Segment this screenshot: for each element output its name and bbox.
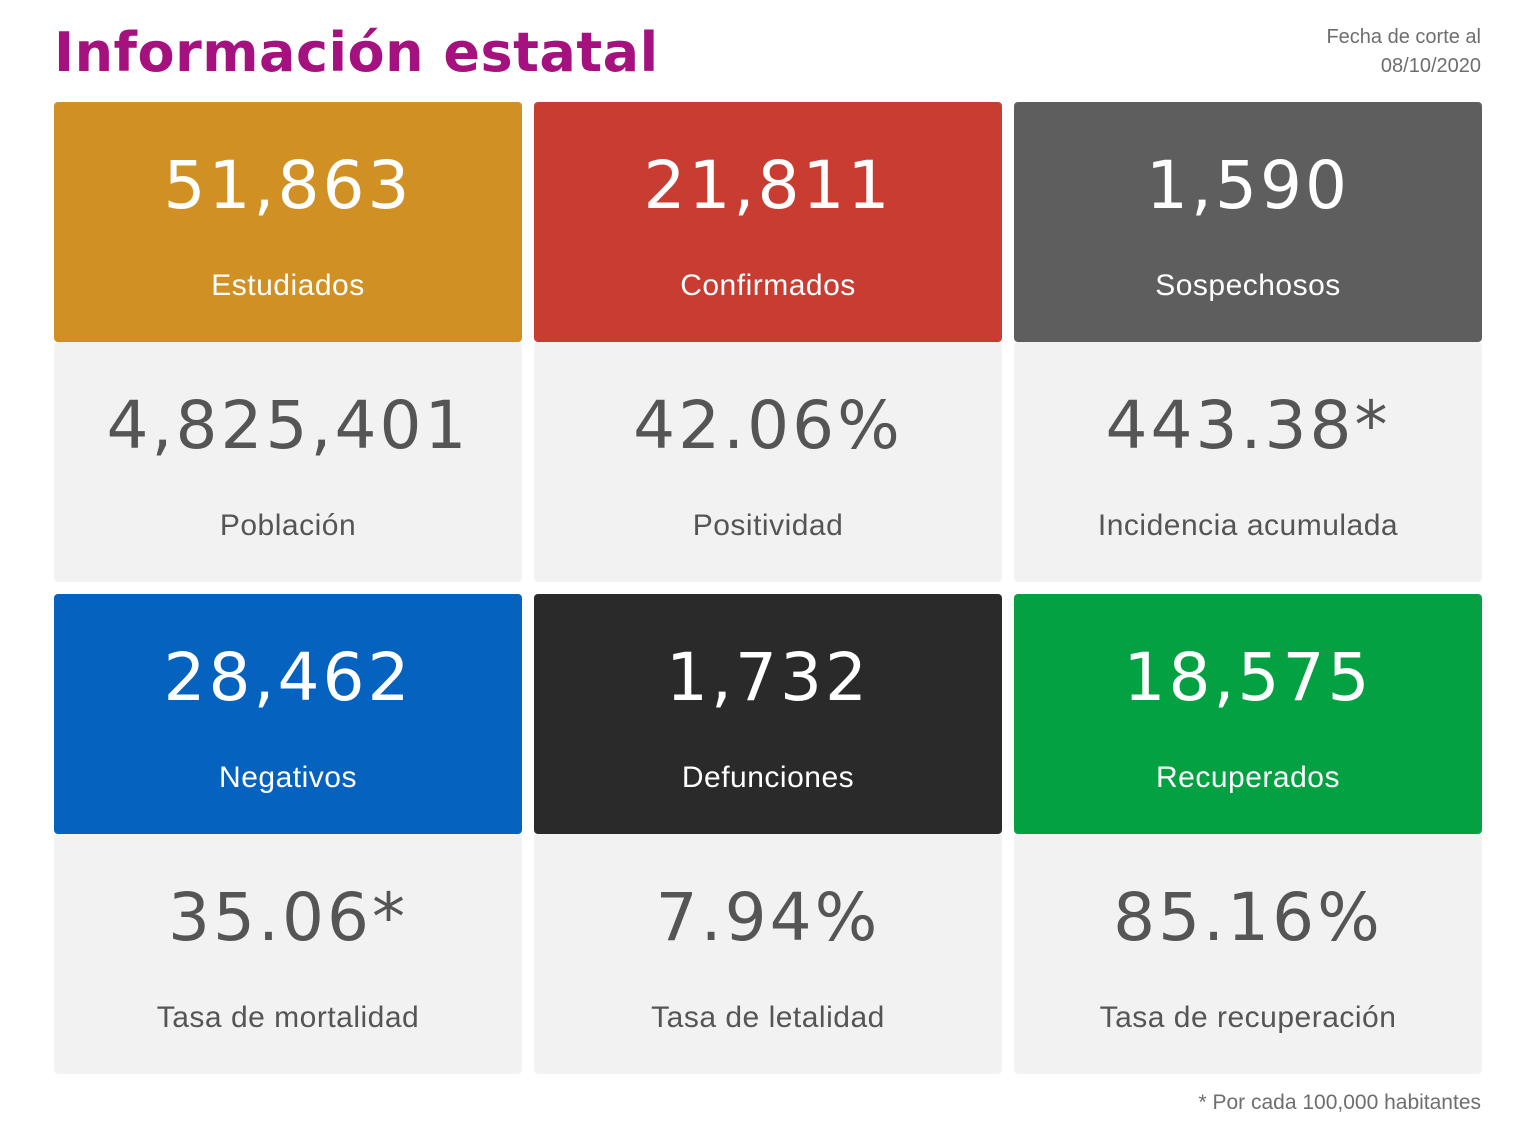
card-recuperacion: 85.16% Tasa de recuperación xyxy=(1014,834,1482,1074)
negativos-label: Negativos xyxy=(219,761,357,794)
recuperados-value: 18,575 xyxy=(1123,639,1373,716)
confirmados-label: Confirmados xyxy=(680,269,856,302)
letalidad-value: 7.94% xyxy=(655,879,881,956)
recuperacion-value: 85.16% xyxy=(1113,879,1383,956)
card-defunciones: 1,732 Defunciones xyxy=(534,594,1002,834)
poblacion-label: Población xyxy=(219,509,357,542)
cutoff-date-value: 08/10/2020 xyxy=(1380,55,1481,77)
defunciones-label: Defunciones xyxy=(681,761,855,794)
card-confirmados: 21,811 Confirmados xyxy=(534,102,1002,342)
card-negativos: 28,462 Negativos xyxy=(54,594,522,834)
letalidad-label: Tasa de letalidad xyxy=(651,1001,885,1034)
negativos-value: 28,462 xyxy=(163,639,413,716)
poblacion-value: 4,825,401 xyxy=(106,387,470,464)
card-recuperados: 18,575 Recuperados xyxy=(1014,594,1482,834)
footnote: * Por cada 100,000 habitantes xyxy=(1198,1091,1481,1114)
estudiados-label: Estudiados xyxy=(211,269,365,302)
defunciones-value: 1,732 xyxy=(666,639,870,716)
card-incidencia: 443.38* Incidencia acumulada xyxy=(1014,342,1482,582)
recuperacion-label: Tasa de recuperación xyxy=(1099,1001,1397,1034)
mortalidad-value: 35.06* xyxy=(168,879,408,956)
card-letalidad: 7.94% Tasa de letalidad xyxy=(534,834,1002,1074)
card-poblacion: 4,825,401 Población xyxy=(54,342,522,582)
card-mortalidad: 35.06* Tasa de mortalidad xyxy=(54,834,522,1074)
cutoff-date-label: Fecha de corte al xyxy=(1326,26,1481,48)
positividad-value: 42.06% xyxy=(633,387,903,464)
card-estudiados: 51,863 Estudiados xyxy=(54,102,522,342)
card-sospechosos: 1,590 Sospechosos xyxy=(1014,102,1482,342)
positividad-label: Positividad xyxy=(692,509,844,542)
incidencia-value: 443.38* xyxy=(1105,387,1391,464)
cutoff-date-block: Fecha de corte al 08/10/2020 xyxy=(1326,23,1481,81)
card-positividad: 42.06% Positividad xyxy=(534,342,1002,582)
estudiados-value: 51,863 xyxy=(163,147,413,224)
confirmados-value: 21,811 xyxy=(643,147,893,224)
sospechosos-value: 1,590 xyxy=(1146,147,1350,224)
sospechosos-label: Sospechosos xyxy=(1155,269,1341,302)
incidencia-label: Incidencia acumulada xyxy=(1097,509,1399,542)
page-title: Información estatal xyxy=(54,21,659,84)
mortalidad-label: Tasa de mortalidad xyxy=(156,1001,420,1034)
stats-grid: 51,863 Estudiados 21,811 Confirmados 1,5… xyxy=(54,102,1482,1086)
recuperados-label: Recuperados xyxy=(1156,761,1340,794)
